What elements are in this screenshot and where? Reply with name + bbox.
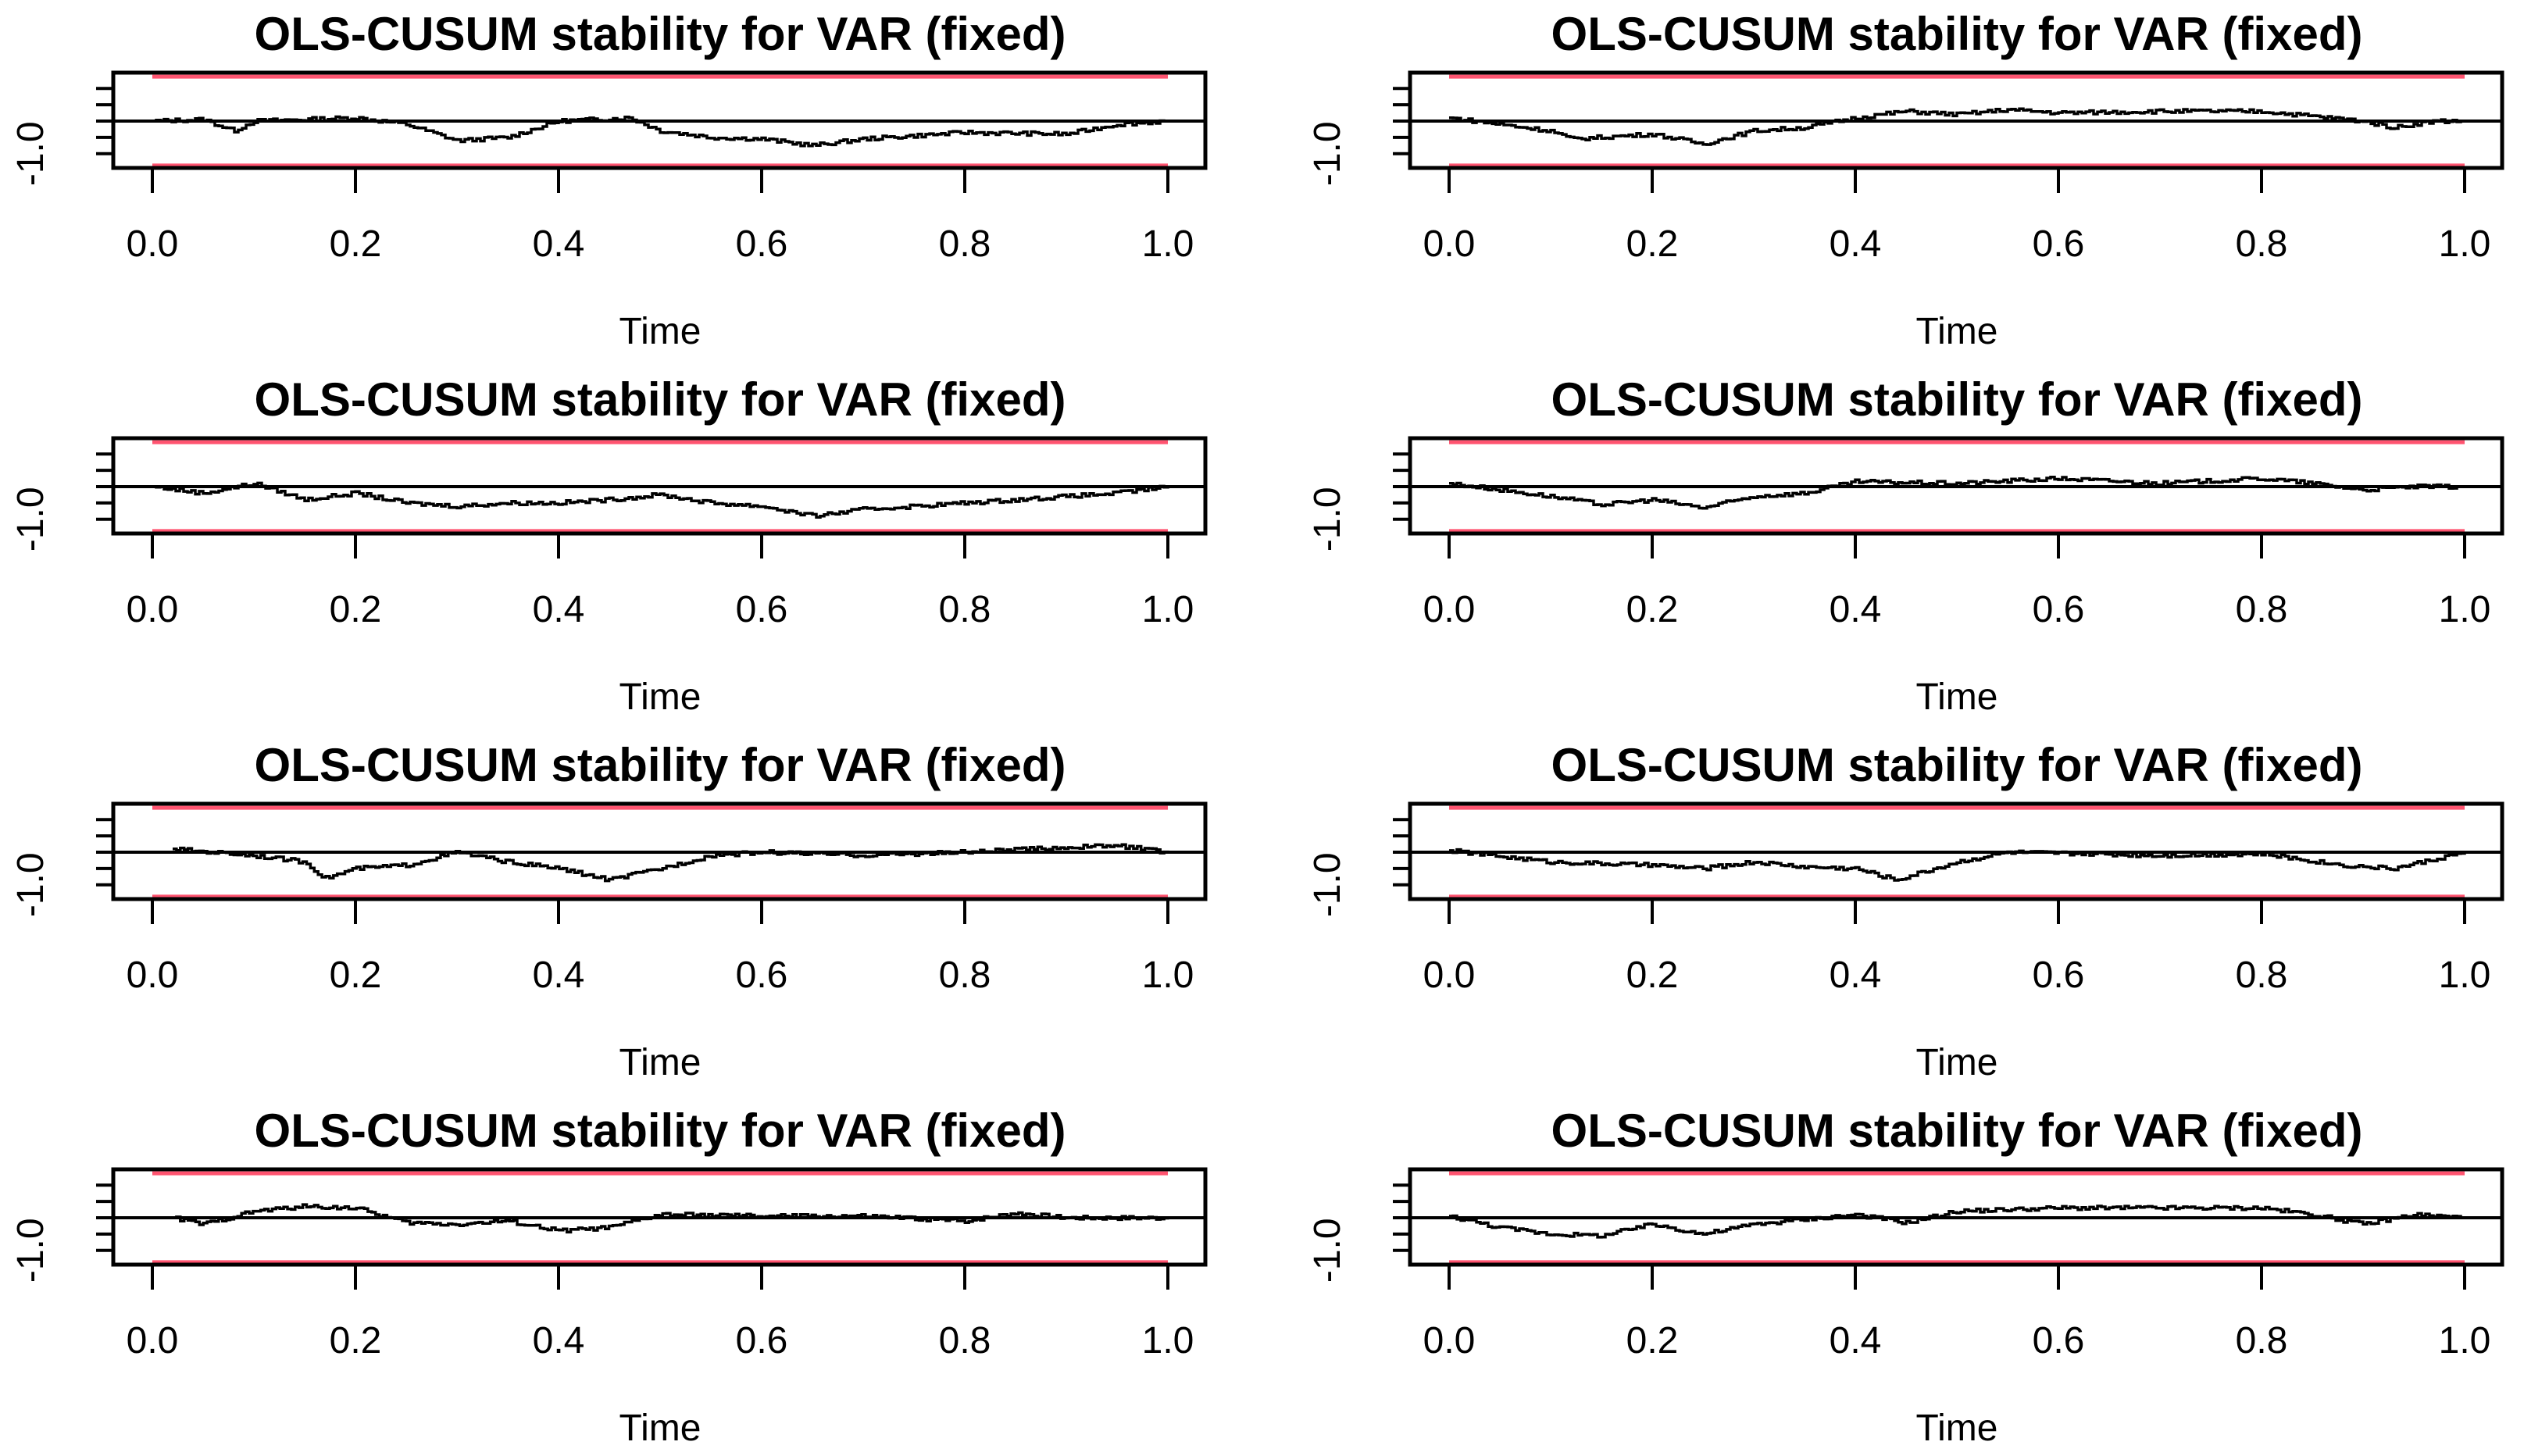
x-tick-label: 0.6 <box>736 955 788 996</box>
panel-3: OLS-CUSUM stability for VAR (fixed) -1.0 0… <box>10 373 1208 718</box>
x-tick-label: 0.8 <box>2236 589 2288 630</box>
x-axis-label: Time <box>1916 676 1998 718</box>
x-tick-label: 0.6 <box>2033 223 2085 265</box>
x-tick-label: 0.0 <box>1423 223 1476 265</box>
x-tick-label: 1.0 <box>2439 589 2491 630</box>
x-tick-label: 0.4 <box>533 223 585 265</box>
x-tick-label: 0.0 <box>127 223 179 265</box>
y-tick-label: -1.0 <box>1307 852 1348 917</box>
panel-title: OLS-CUSUM stability for VAR (fixed) <box>1551 373 2363 426</box>
x-tick-label: 0.2 <box>1626 955 1679 996</box>
cusum-process-line <box>1449 475 2466 510</box>
panel-title: OLS-CUSUM stability for VAR (fixed) <box>1551 8 2363 60</box>
x-tick-label: 0.8 <box>939 955 991 996</box>
x-tick-label: 0.2 <box>330 589 382 630</box>
y-tick-label: -1.0 <box>10 487 52 551</box>
panel-title: OLS-CUSUM stability for VAR (fixed) <box>255 739 1066 791</box>
x-tick-label: 1.0 <box>2439 1320 2491 1361</box>
x-tick-label: 0.0 <box>127 1320 179 1361</box>
x-tick-label: 0.4 <box>1830 1320 1882 1361</box>
x-tick-label: 0.6 <box>736 223 788 265</box>
y-tick-label: -1.0 <box>10 852 52 917</box>
x-tick-label: 1.0 <box>2439 955 2491 996</box>
panel-title: OLS-CUSUM stability for VAR (fixed) <box>255 1104 1066 1157</box>
x-tick-label: 0.0 <box>1423 1320 1476 1361</box>
x-axis-label: Time <box>619 1408 702 1449</box>
x-axis-label: Time <box>1916 1042 1998 1083</box>
panel-6: OLS-CUSUM stability for VAR (fixed) -1.0 0… <box>1307 739 2504 1083</box>
panel-1: OLS-CUSUM stability for VAR (fixed) -1.0 0… <box>10 8 1208 352</box>
cusum-process-line <box>173 1203 1169 1234</box>
x-tick-label: 0.6 <box>2033 955 2085 996</box>
x-tick-label: 0.0 <box>127 589 179 630</box>
x-axis-label: Time <box>619 676 702 718</box>
x-axis-label: Time <box>619 1042 702 1083</box>
cusum-process-line <box>152 115 1169 148</box>
cusum-process-line <box>1449 848 2466 882</box>
cusum-process-line <box>1449 1204 2466 1239</box>
x-tick-label: 0.4 <box>533 955 585 996</box>
x-tick-label: 1.0 <box>1142 223 1194 265</box>
x-tick-label: 0.6 <box>2033 589 2085 630</box>
x-axis-label: Time <box>1916 1408 1998 1449</box>
x-tick-label: 0.2 <box>1626 223 1679 265</box>
cusum-process-line <box>173 843 1169 883</box>
x-tick-label: 0.0 <box>127 955 179 996</box>
panel-8: OLS-CUSUM stability for VAR (fixed) -1.0 0… <box>1307 1104 2504 1449</box>
x-tick-label: 0.4 <box>1830 223 1882 265</box>
panel-title: OLS-CUSUM stability for VAR (fixed) <box>255 373 1066 426</box>
y-tick-label: -1.0 <box>1307 487 1348 551</box>
x-tick-label: 0.8 <box>939 1320 991 1361</box>
x-tick-label: 0.6 <box>2033 1320 2085 1361</box>
panel-5: OLS-CUSUM stability for VAR (fixed) -1.0 0… <box>10 739 1208 1083</box>
x-tick-label: 0.0 <box>1423 955 1476 996</box>
y-tick-label: -1.0 <box>1307 1218 1348 1283</box>
y-tick-label: -1.0 <box>10 121 52 186</box>
x-tick-label: 0.8 <box>2236 955 2288 996</box>
x-tick-label: 0.4 <box>1830 955 1882 996</box>
x-tick-label: 0.4 <box>533 1320 585 1361</box>
panel-2: OLS-CUSUM stability for VAR (fixed) -1.0 0… <box>1307 8 2504 352</box>
cusum-process-line <box>152 481 1169 519</box>
panel-title: OLS-CUSUM stability for VAR (fixed) <box>255 8 1066 60</box>
x-tick-label: 0.4 <box>1830 589 1882 630</box>
x-tick-label: 0.2 <box>330 955 382 996</box>
x-tick-label: 1.0 <box>1142 589 1194 630</box>
panel-title: OLS-CUSUM stability for VAR (fixed) <box>1551 739 2363 791</box>
x-tick-label: 0.2 <box>330 223 382 265</box>
y-tick-label: -1.0 <box>1307 121 1348 186</box>
y-tick-label: -1.0 <box>10 1218 52 1283</box>
cusum-process-line <box>1449 107 2466 146</box>
panel-title: OLS-CUSUM stability for VAR (fixed) <box>1551 1104 2363 1157</box>
x-tick-label: 0.2 <box>1626 1320 1679 1361</box>
x-tick-label: 0.8 <box>2236 223 2288 265</box>
x-tick-label: 0.8 <box>939 589 991 630</box>
x-tick-label: 0.6 <box>736 589 788 630</box>
x-tick-label: 0.0 <box>1423 589 1476 630</box>
x-axis-label: Time <box>1916 311 1998 352</box>
x-tick-label: 0.8 <box>939 223 991 265</box>
x-tick-label: 1.0 <box>2439 223 2491 265</box>
x-tick-label: 0.6 <box>736 1320 788 1361</box>
x-tick-label: 0.8 <box>2236 1320 2288 1361</box>
panel-7: OLS-CUSUM stability for VAR (fixed) -1.0 0… <box>10 1104 1208 1449</box>
x-tick-label: 1.0 <box>1142 1320 1194 1361</box>
x-axis-label: Time <box>619 311 702 352</box>
x-tick-label: 0.4 <box>533 589 585 630</box>
x-tick-label: 0.2 <box>1626 589 1679 630</box>
panel-4: OLS-CUSUM stability for VAR (fixed) -1.0 0… <box>1307 373 2504 718</box>
x-tick-label: 1.0 <box>1142 955 1194 996</box>
x-tick-label: 0.2 <box>330 1320 382 1361</box>
